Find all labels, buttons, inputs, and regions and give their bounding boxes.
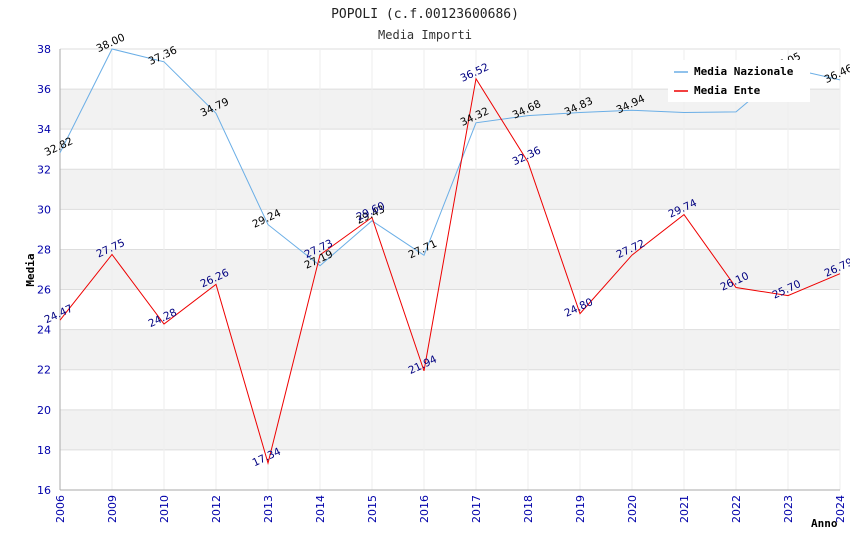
y-tick-label: 36 <box>37 83 51 96</box>
data-label-media-ente: 32.36 <box>511 144 544 168</box>
series-line-media-nazionale <box>59 48 841 267</box>
x-tick-label: 2016 <box>418 495 431 523</box>
x-tick-label: 2021 <box>678 495 691 523</box>
data-label-media-nazionale: 36.46 <box>823 62 850 86</box>
y-tick-label: 30 <box>37 203 51 216</box>
legend-box <box>668 60 810 102</box>
chart-subtitle: Media Importi <box>378 28 472 42</box>
series-line-media-ente <box>59 77 841 466</box>
x-tick-labels: 2006 2009 2010 2012 2013 2014 2015 2016 2017 2018… <box>54 495 847 523</box>
grid-band <box>60 409 840 450</box>
data-label-media-ente: 24.80 <box>563 296 595 320</box>
data-label-media-nazionale: 29.24 <box>251 207 284 231</box>
y-tick-label: 24 <box>37 324 51 337</box>
y-tick-label: 22 <box>37 364 51 377</box>
x-tick-label: 2010 <box>158 495 171 523</box>
x-tick-label: 2015 <box>366 495 379 523</box>
series-lines <box>59 48 841 466</box>
x-tick-label: 2022 <box>730 495 743 523</box>
y-tick-label: 20 <box>37 404 51 417</box>
grid-band <box>60 329 840 370</box>
x-tick-label: 2014 <box>314 495 327 523</box>
x-axis-title: Anno <box>811 517 838 530</box>
x-tick-label: 2012 <box>210 495 223 523</box>
x-tick-label: 2019 <box>574 495 587 523</box>
data-label-media-nazionale: 32.82 <box>43 135 75 159</box>
data-label-media-nazionale: 37.36 <box>147 44 180 68</box>
y-tick-label: 38 <box>37 43 51 56</box>
x-tick-label: 2006 <box>54 495 67 523</box>
grid-band <box>60 249 840 290</box>
y-tick-label: 16 <box>37 484 51 497</box>
x-tick-label: 2018 <box>522 495 535 523</box>
data-label-media-ente: 24.28 <box>147 307 179 331</box>
x-tick-label: 2017 <box>470 495 483 523</box>
data-label-media-ente: 36.52 <box>459 61 491 85</box>
axes <box>59 49 840 491</box>
x-tick-label: 2020 <box>626 495 639 523</box>
y-tick-label: 32 <box>37 163 51 176</box>
y-tick-label: 34 <box>37 123 51 136</box>
data-label-media-ente: 24.47 <box>43 303 75 327</box>
x-tick-label: 2013 <box>262 495 275 523</box>
y-tick-label: 26 <box>37 284 51 297</box>
y-tick-labels: 16 18 20 22 24 26 28 30 32 34 36 38 <box>37 43 51 497</box>
legend-label-media-nazionale: Media Nazionale <box>694 65 794 78</box>
y-tick-label: 28 <box>37 243 51 256</box>
x-tick-label: 2023 <box>782 495 795 523</box>
x-tick-label: 2009 <box>106 495 119 523</box>
y-axis-title: Media <box>24 253 37 286</box>
legend: Media Nazionale Media Ente <box>668 60 810 102</box>
plot-background-bands <box>60 89 840 450</box>
y-tick-label: 18 <box>37 444 51 457</box>
chart-title: POPOLI (c.f.00123600686) <box>331 7 519 22</box>
gridlines <box>59 48 841 491</box>
legend-label-media-ente: Media Ente <box>694 84 761 97</box>
x-tick-label: 2024 <box>834 495 847 523</box>
